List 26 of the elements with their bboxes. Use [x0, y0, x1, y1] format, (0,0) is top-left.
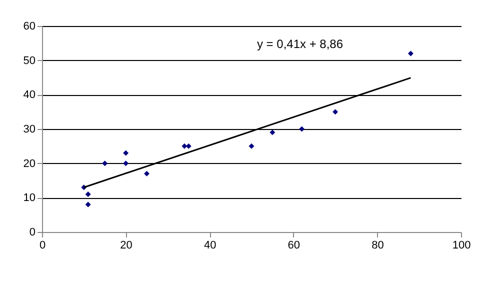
- point: [332, 109, 338, 115]
- x-tick-label: 40: [204, 240, 216, 252]
- y-tick-label: 20: [23, 158, 36, 170]
- x-tick-label: 80: [372, 240, 384, 252]
- point: [123, 150, 129, 156]
- y-tick-label: 0: [29, 226, 36, 238]
- y-tick-label: 60: [23, 20, 36, 32]
- annotation: y = 0,41x + 8,86: [256, 37, 344, 51]
- point: [299, 126, 305, 132]
- point: [144, 170, 150, 176]
- x-tick-label: 100: [452, 240, 471, 252]
- point: [248, 143, 254, 149]
- x-tick-label: 0: [39, 240, 46, 252]
- point: [182, 143, 188, 149]
- y-tick-label: 30: [23, 124, 36, 136]
- point: [270, 130, 276, 136]
- x-tick-label: 60: [288, 240, 300, 252]
- y-tick-label: 40: [23, 89, 36, 102]
- x-tick-label: 20: [120, 240, 132, 252]
- point: [123, 160, 129, 166]
- point: [102, 160, 108, 166]
- y-tick-label: 50: [23, 54, 36, 67]
- point: [85, 202, 91, 208]
- y-tick-label: 10: [23, 192, 36, 204]
- point: [85, 191, 91, 197]
- point: [408, 50, 414, 56]
